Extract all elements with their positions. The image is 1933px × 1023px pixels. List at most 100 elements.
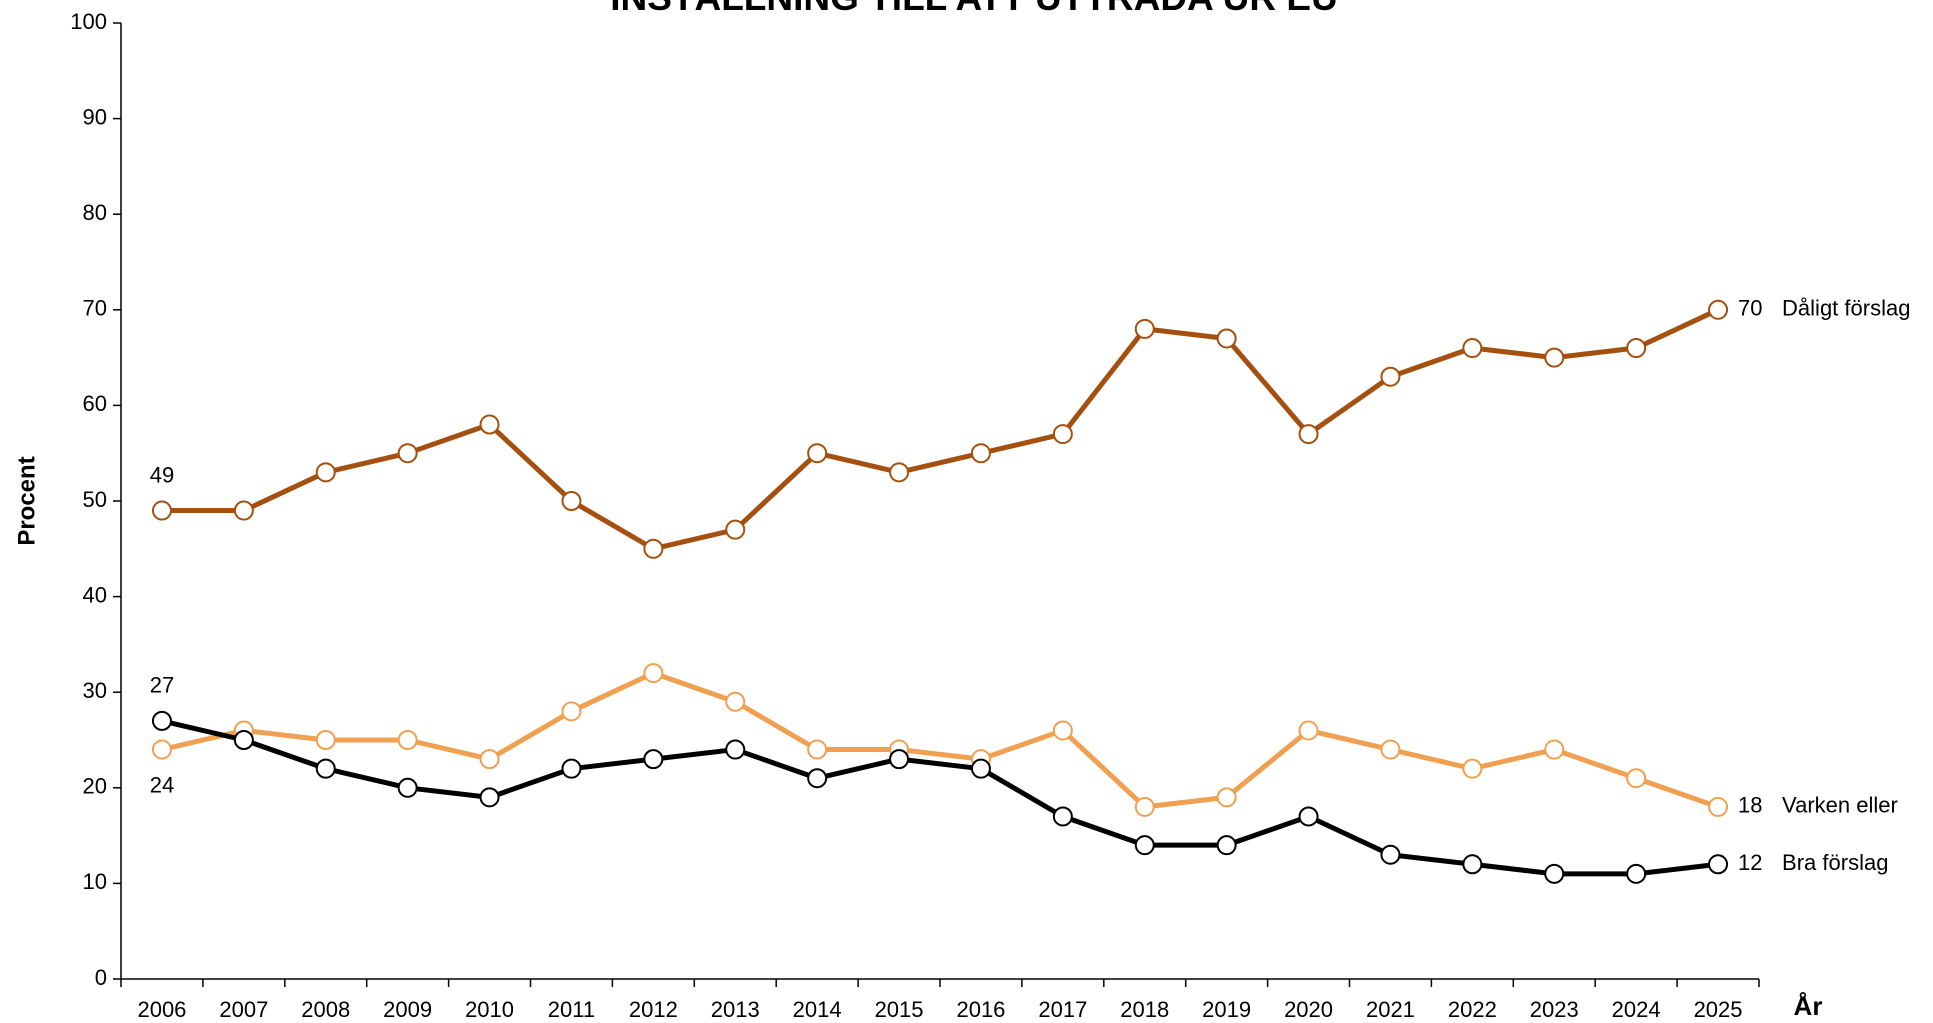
data-label: 24 [150, 772, 174, 797]
point [151, 500, 172, 521]
x-tick-label: 2013 [711, 997, 760, 1022]
x-tick-label: 2016 [956, 997, 1005, 1022]
y-tick-label: 60 [83, 391, 107, 416]
point [1298, 424, 1319, 445]
point [1462, 758, 1483, 779]
point [889, 462, 910, 483]
point [397, 777, 418, 798]
point [725, 691, 746, 712]
point [151, 739, 172, 760]
y-tick-label: 10 [83, 869, 107, 894]
y-tick-label: 90 [83, 104, 107, 129]
point [1298, 806, 1319, 827]
point [1626, 338, 1647, 359]
point [397, 443, 418, 464]
x-tick-label: 2025 [1694, 997, 1743, 1022]
point [807, 768, 828, 789]
point [725, 739, 746, 760]
point [1544, 347, 1565, 368]
series-line [161, 307, 1720, 552]
y-tick-label: 40 [83, 582, 107, 607]
point [315, 462, 336, 483]
x-tick-label: 2020 [1284, 997, 1333, 1022]
x-tick-label: 2011 [548, 997, 595, 1022]
point [1134, 318, 1155, 339]
data-label: 27 [150, 673, 174, 698]
point [725, 519, 746, 540]
chart-title: INSTÄLLNING TILL ATT UTTRÄDA UR EU [610, 0, 1338, 18]
point [643, 538, 664, 559]
point [479, 787, 500, 808]
data-label: 49 [150, 462, 174, 487]
point [643, 749, 664, 770]
point [561, 758, 582, 779]
point [1216, 835, 1237, 856]
point [315, 730, 336, 750]
y-tick-label: 0 [95, 965, 107, 990]
x-tick-label: 2007 [219, 997, 268, 1022]
point [315, 758, 336, 779]
point [1052, 424, 1073, 445]
x-tick-label: 2024 [1612, 997, 1661, 1022]
x-tick-label: 2018 [1120, 997, 1169, 1022]
series-name: Bra förslag [1782, 850, 1888, 875]
point [1052, 806, 1073, 827]
point [1708, 299, 1729, 320]
x-tick-label: 2012 [629, 997, 678, 1022]
point [1626, 768, 1647, 789]
point [561, 491, 582, 511]
point [479, 749, 500, 770]
series-name: Dåligt förslag [1782, 296, 1910, 321]
series-line [161, 718, 1719, 877]
series-line [161, 670, 1719, 810]
x-tick-label: 2006 [137, 997, 186, 1022]
x-tick-label: 2008 [301, 997, 350, 1022]
point [1708, 796, 1729, 817]
point [1134, 796, 1155, 817]
x-tick-label: 2009 [383, 997, 432, 1022]
x-tick-label: 2015 [875, 997, 924, 1022]
point [1216, 787, 1237, 808]
y-tick-label: 100 [70, 9, 107, 34]
point [397, 730, 418, 750]
y-tick-label: 30 [83, 678, 107, 703]
x-tick-label: 2023 [1530, 997, 1579, 1022]
x-tick-label: 2010 [465, 997, 514, 1022]
point [151, 710, 172, 731]
point [1462, 338, 1483, 359]
point [1708, 854, 1729, 875]
x-tick-label: 2022 [1448, 997, 1497, 1022]
point [1216, 328, 1237, 349]
x-tick-label: 2014 [793, 997, 842, 1022]
point [233, 500, 254, 521]
point [1380, 366, 1401, 387]
point [1462, 854, 1483, 875]
point [970, 443, 991, 464]
point [1626, 863, 1647, 884]
y-tick-label: 20 [83, 774, 107, 799]
point [1380, 739, 1401, 760]
point [1380, 844, 1401, 865]
series-name: Varken eller [1782, 793, 1898, 818]
point [970, 758, 991, 779]
point [1544, 739, 1565, 760]
point [807, 739, 828, 760]
point [889, 749, 910, 770]
point [1298, 720, 1319, 741]
point [807, 443, 828, 464]
x-tick-label: 2019 [1202, 997, 1251, 1022]
point [561, 701, 582, 722]
y-axis-label: Procent [13, 456, 40, 545]
point [643, 663, 664, 684]
point [479, 414, 500, 435]
x-tick-label: 2017 [1038, 997, 1087, 1022]
x-tick-label: 2021 [1366, 997, 1415, 1022]
point [233, 730, 254, 750]
point [1052, 720, 1073, 741]
y-tick-label: 50 [83, 487, 107, 512]
y-tick-label: 80 [83, 200, 107, 225]
point [1544, 863, 1565, 884]
data-label: 18 [1738, 793, 1762, 818]
